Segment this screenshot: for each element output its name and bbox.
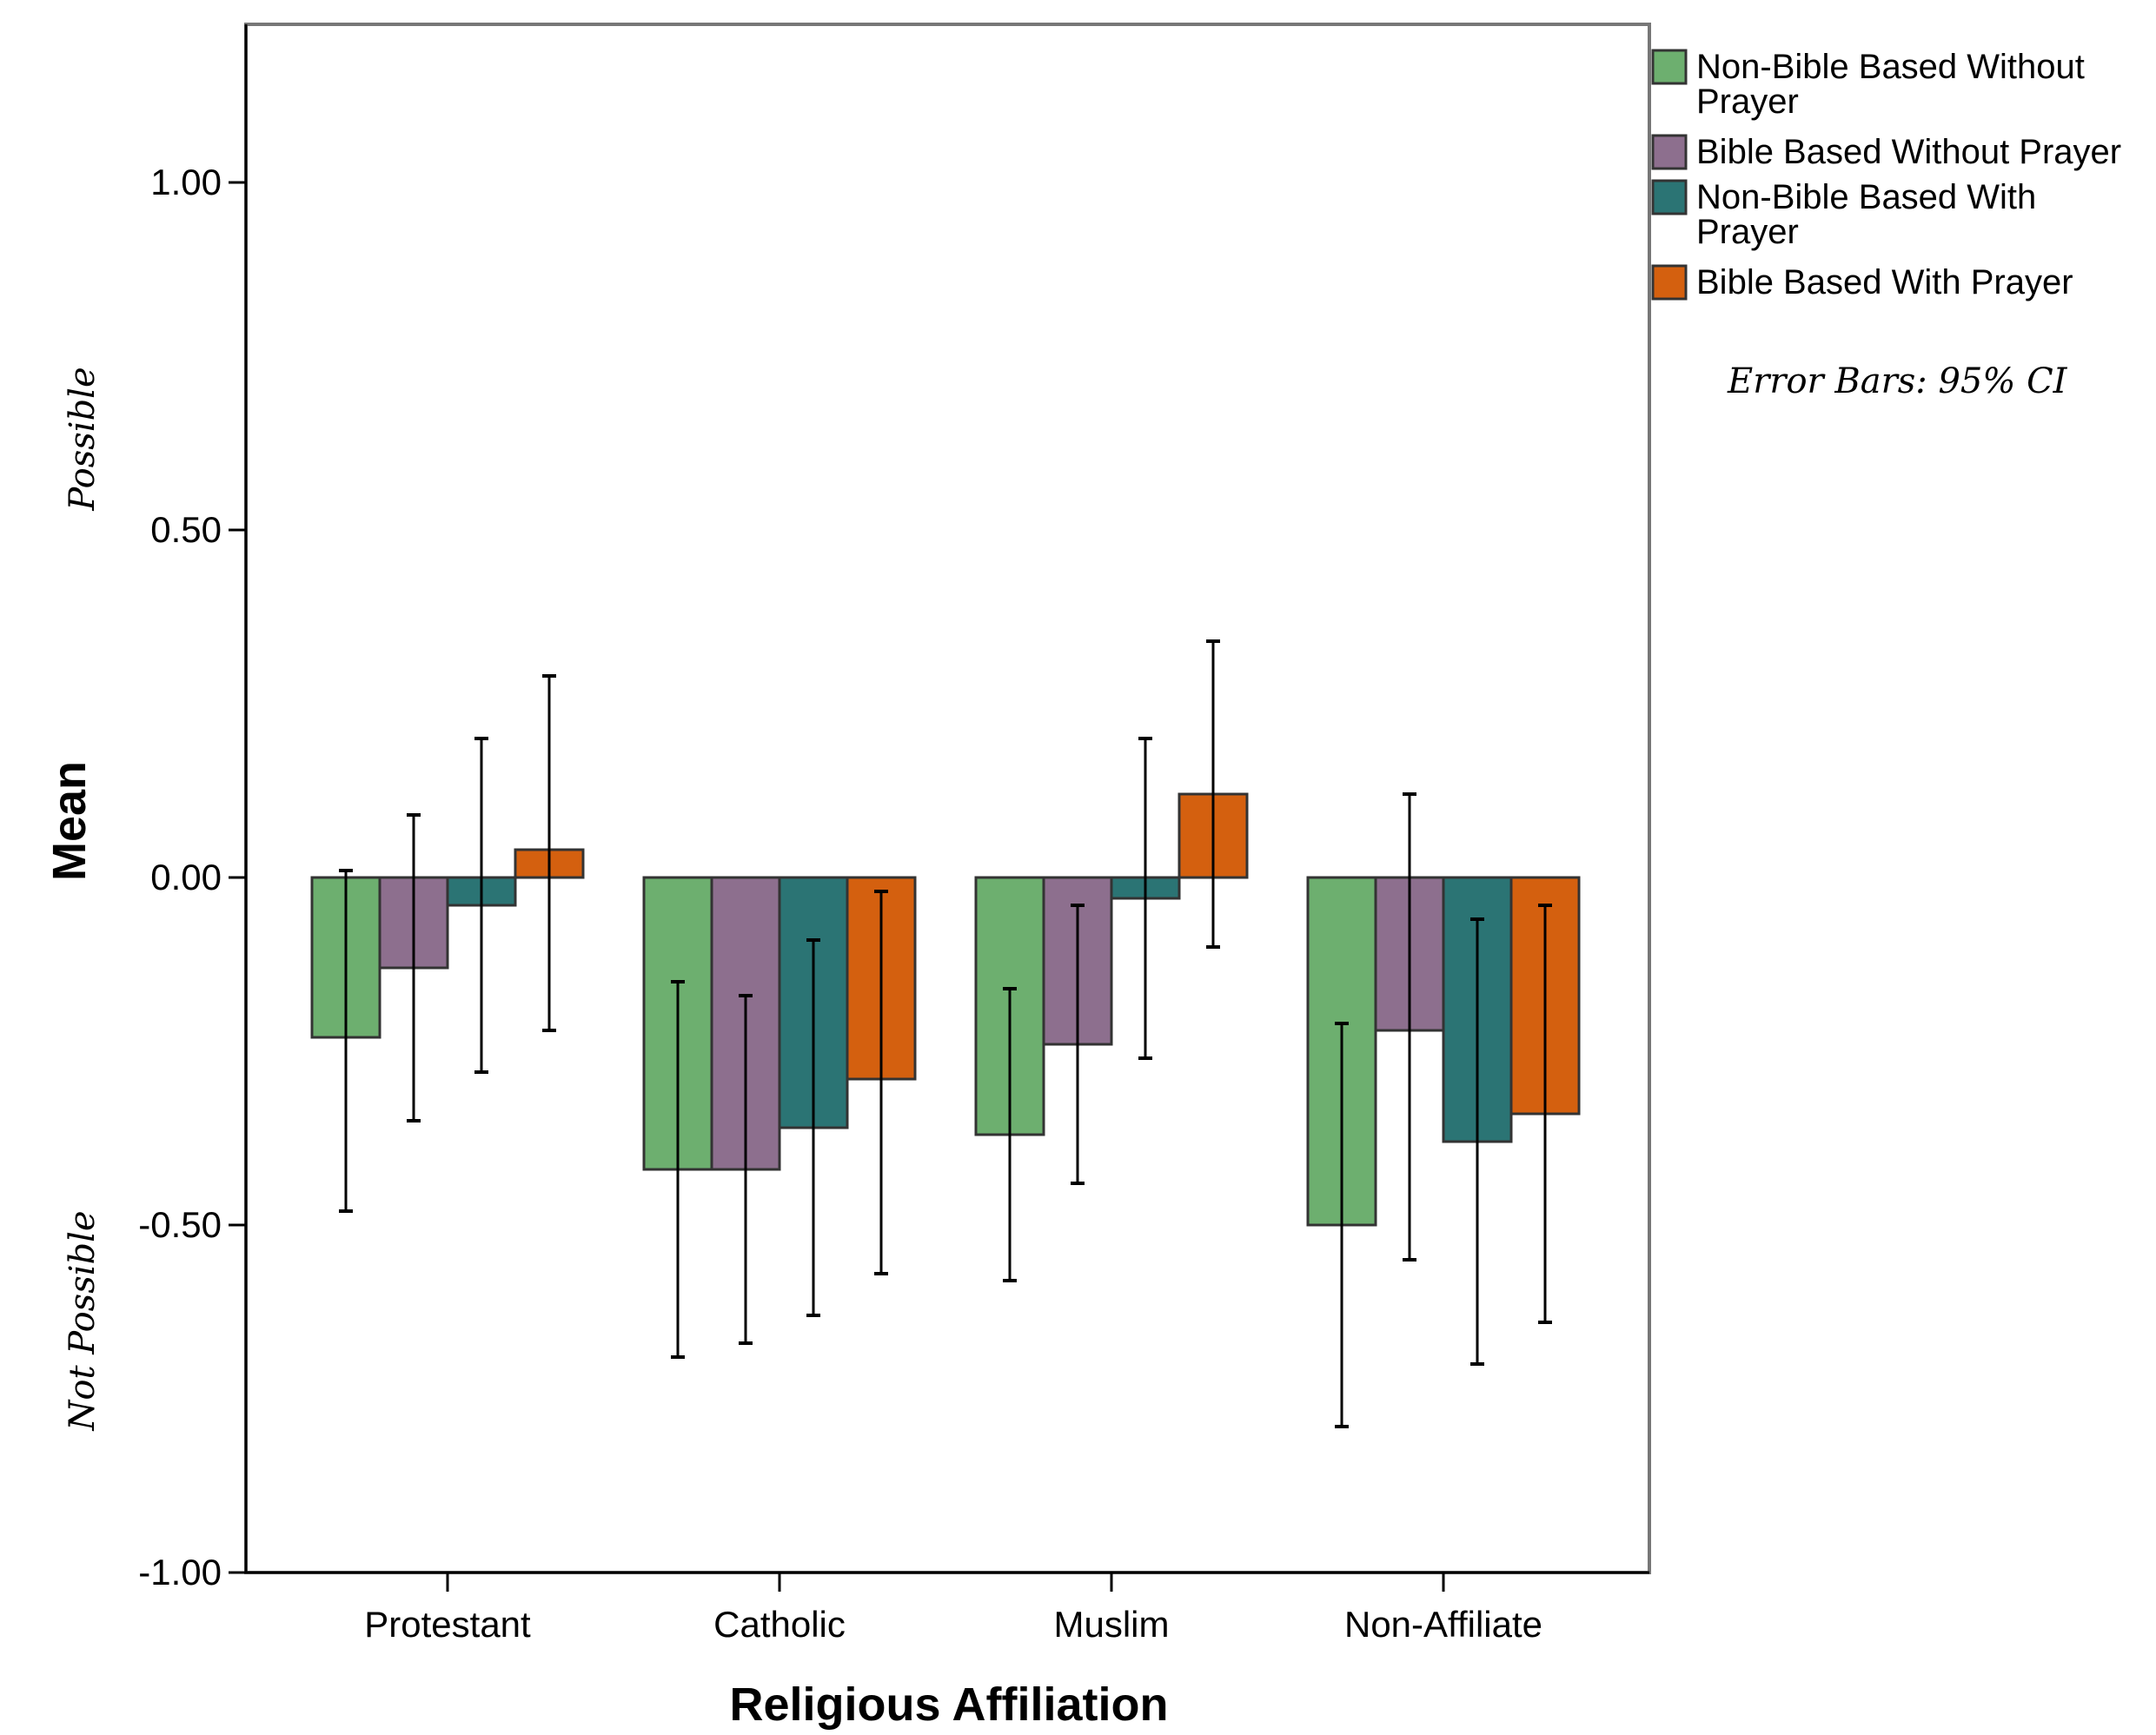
legend-swatch [1651, 134, 1688, 170]
y-tick-label: 0.50 [150, 509, 222, 550]
legend-swatch [1651, 264, 1688, 301]
x-axis-title: Religious Affiliation [730, 1679, 1169, 1731]
legend-label: Prayer [1696, 213, 1799, 251]
legend-swatch [1651, 49, 1688, 85]
y-axis-label-possible: Possible [63, 367, 103, 511]
y-axis-title: Mean [43, 761, 96, 881]
y-tick-label: 0.00 [150, 857, 222, 897]
legend-label: Bible Based With Prayer [1696, 263, 2073, 301]
legend-label: Prayer [1696, 83, 1799, 121]
plot-area [244, 23, 1651, 1574]
x-tick-label: Protestant [364, 1604, 531, 1645]
error-bars-layer [339, 639, 1552, 1428]
plot-border [244, 23, 1651, 1574]
x-tick-label: Muslim [1054, 1604, 1170, 1645]
legend-label: Non-Bible Based With [1696, 178, 2036, 216]
legend-swatch [1651, 179, 1688, 215]
y-tick-label: -0.50 [138, 1204, 222, 1245]
y-tick-label: -1.00 [138, 1552, 222, 1593]
y-tick-label: 1.00 [150, 162, 222, 202]
legend-label: Bible Based Without Prayer [1696, 133, 2121, 171]
axes-layer: 1.00 0.50 0.00 -0.50 -1.00 Protestant Catholic… [138, 24, 1649, 1645]
bars-layer [310, 792, 1581, 1227]
y-axis-label-not-possible: Not Possible [63, 1210, 103, 1431]
legend-label: Non-Bible Based Without [1696, 48, 2085, 86]
x-tick-label: Non-Affiliate [1344, 1604, 1542, 1645]
error-bars-note: Error Bars: 95% CI [1727, 361, 2068, 401]
x-tick-label: Catholic [713, 1604, 846, 1645]
